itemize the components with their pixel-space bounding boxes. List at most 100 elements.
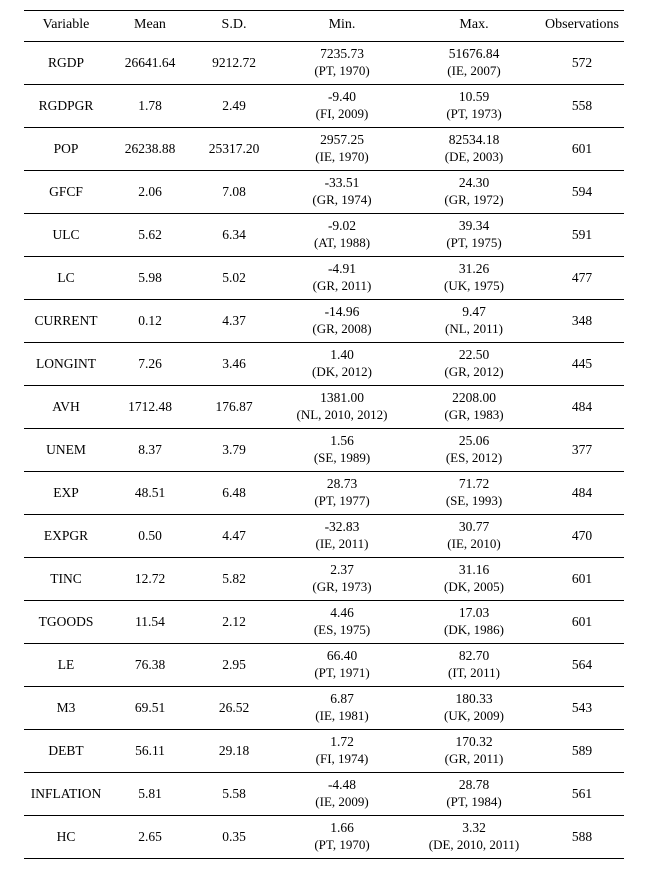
cell-sd: 4.37 [192, 300, 276, 343]
cell-sd: 0.35 [192, 816, 276, 859]
table-row: AVH1712.48176.871381.00(NL, 2010, 2012)2… [24, 386, 624, 429]
cell-min-value: -32.83 [278, 519, 406, 536]
cell-min-note: (AT, 1988) [278, 235, 406, 251]
cell-obs: 470 [540, 515, 624, 558]
cell-obs: 591 [540, 214, 624, 257]
cell-min: 4.46(ES, 1975) [276, 601, 408, 644]
table-row: UNEM8.373.791.56(SE, 1989)25.06(ES, 2012… [24, 429, 624, 472]
cell-min-note: (FI, 2009) [278, 106, 406, 122]
cell-max: 10.59(PT, 1973) [408, 85, 540, 128]
cell-obs: 601 [540, 558, 624, 601]
cell-mean: 0.12 [108, 300, 192, 343]
cell-min: 6.87(IE, 1981) [276, 687, 408, 730]
cell-max-value: 25.06 [410, 433, 538, 450]
cell-max-note: (ES, 2012) [410, 450, 538, 466]
cell-max: 24.30(GR, 1972) [408, 171, 540, 214]
cell-min-value: 2.37 [278, 562, 406, 579]
cell-max: 39.34(PT, 1975) [408, 214, 540, 257]
cell-variable: AVH [24, 386, 108, 429]
cell-max-note: (UK, 2009) [410, 708, 538, 724]
cell-max: 28.78(PT, 1984) [408, 773, 540, 816]
cell-sd: 26.52 [192, 687, 276, 730]
cell-obs: 543 [540, 687, 624, 730]
cell-max-note: (GR, 2011) [410, 751, 538, 767]
cell-min-note: (IE, 2009) [278, 794, 406, 810]
table-row: M369.5126.526.87(IE, 1981)180.33(UK, 200… [24, 687, 624, 730]
cell-min-note: (IE, 2011) [278, 536, 406, 552]
cell-min-note: (PT, 1971) [278, 665, 406, 681]
cell-max: 17.03(DK, 1986) [408, 601, 540, 644]
cell-variable: POP [24, 128, 108, 171]
cell-variable: RGDPGR [24, 85, 108, 128]
cell-variable: M3 [24, 687, 108, 730]
cell-mean: 5.81 [108, 773, 192, 816]
cell-max-note: (PT, 1973) [410, 106, 538, 122]
table-header-row: Variable Mean S.D. Min. Max. Observation… [24, 11, 624, 42]
cell-mean: 11.54 [108, 601, 192, 644]
cell-max-value: 180.33 [410, 691, 538, 708]
cell-max-note: (DE, 2010, 2011) [410, 837, 538, 853]
cell-sd: 3.79 [192, 429, 276, 472]
cell-obs: 445 [540, 343, 624, 386]
cell-min: -4.91(GR, 2011) [276, 257, 408, 300]
cell-max-value: 31.16 [410, 562, 538, 579]
cell-min: -33.51(GR, 1974) [276, 171, 408, 214]
cell-variable: RGDP [24, 42, 108, 85]
cell-min: -9.02(AT, 1988) [276, 214, 408, 257]
cell-variable: EXPGR [24, 515, 108, 558]
cell-min-value: 1381.00 [278, 390, 406, 407]
cell-min-note: (GR, 1973) [278, 579, 406, 595]
cell-variable: INFLATION [24, 773, 108, 816]
cell-mean: 48.51 [108, 472, 192, 515]
cell-variable: LE [24, 644, 108, 687]
cell-max-note: (DK, 1986) [410, 622, 538, 638]
cell-max-value: 71.72 [410, 476, 538, 493]
cell-min-value: 28.73 [278, 476, 406, 493]
cell-max-value: 10.59 [410, 89, 538, 106]
table-row: RGDPGR1.782.49-9.40(FI, 2009)10.59(PT, 1… [24, 85, 624, 128]
cell-max-value: 51676.84 [410, 46, 538, 63]
cell-mean: 7.26 [108, 343, 192, 386]
cell-max-value: 9.47 [410, 304, 538, 321]
cell-min: 1.66(PT, 1970) [276, 816, 408, 859]
cell-max-value: 82.70 [410, 648, 538, 665]
table-row: INFLATION5.815.58-4.48(IE, 2009)28.78(PT… [24, 773, 624, 816]
cell-variable: LONGINT [24, 343, 108, 386]
cell-max: 25.06(ES, 2012) [408, 429, 540, 472]
cell-min-value: 1.56 [278, 433, 406, 450]
cell-min: 1381.00(NL, 2010, 2012) [276, 386, 408, 429]
cell-min-note: (PT, 1970) [278, 837, 406, 853]
cell-min: -9.40(FI, 2009) [276, 85, 408, 128]
cell-min-value: -4.48 [278, 777, 406, 794]
cell-min-note: (PT, 1970) [278, 63, 406, 79]
cell-min-value: 1.40 [278, 347, 406, 364]
cell-max-value: 28.78 [410, 777, 538, 794]
cell-min-note: (IE, 1981) [278, 708, 406, 724]
cell-min-value: -14.96 [278, 304, 406, 321]
cell-obs: 572 [540, 42, 624, 85]
table-row: ULC5.626.34-9.02(AT, 1988)39.34(PT, 1975… [24, 214, 624, 257]
cell-variable: TGOODS [24, 601, 108, 644]
col-obs: Observations [540, 11, 624, 42]
cell-obs: 601 [540, 601, 624, 644]
col-min: Min. [276, 11, 408, 42]
cell-mean: 26238.88 [108, 128, 192, 171]
cell-max: 31.16(DK, 2005) [408, 558, 540, 601]
cell-min: -4.48(IE, 2009) [276, 773, 408, 816]
cell-sd: 3.46 [192, 343, 276, 386]
cell-obs: 561 [540, 773, 624, 816]
cell-max-note: (SE, 1993) [410, 493, 538, 509]
cell-obs: 558 [540, 85, 624, 128]
cell-sd: 5.02 [192, 257, 276, 300]
cell-mean: 2.06 [108, 171, 192, 214]
cell-sd: 4.47 [192, 515, 276, 558]
cell-min: 1.56(SE, 1989) [276, 429, 408, 472]
col-mean: Mean [108, 11, 192, 42]
cell-max: 82.70(IT, 2011) [408, 644, 540, 687]
cell-obs: 594 [540, 171, 624, 214]
cell-mean: 2.65 [108, 816, 192, 859]
table-row: CURRENT0.124.37-14.96(GR, 2008)9.47(NL, … [24, 300, 624, 343]
cell-max-value: 30.77 [410, 519, 538, 536]
cell-min: -14.96(GR, 2008) [276, 300, 408, 343]
cell-max-note: (IE, 2007) [410, 63, 538, 79]
